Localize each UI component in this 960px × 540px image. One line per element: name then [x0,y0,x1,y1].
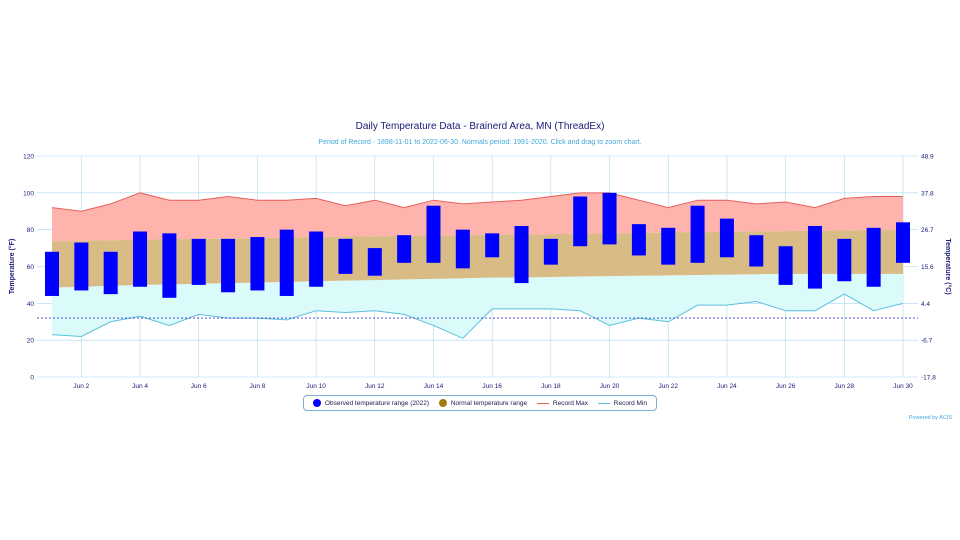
y-tick-label: 120 [23,154,34,161]
observed-bar [719,218,734,258]
chart-subtitle: Period of Record - 1898-11-01 to 2022-06… [318,139,642,146]
x-tick-label: Jun 10 [306,383,326,390]
x-tick-label: Jun 24 [717,383,737,390]
legend-label-observed: Observed temperature range (2022) [324,399,429,407]
observed-bar [602,192,617,245]
y-right-tick-label: -6.7 [921,338,933,345]
observed-bar [631,224,646,256]
credit-link[interactable]: Powered by ACIS [908,415,952,421]
legend-item-record-max[interactable]: Record Max [536,399,588,407]
y-tick-label: 40 [27,301,35,308]
y-right-axis-label: Temperature (°C) [944,238,952,294]
x-tick-label: Jun 30 [893,383,913,390]
legend-label-normal: Normal temperature range [450,399,528,407]
observed-bar [543,238,558,265]
observed-bar [573,196,588,247]
x-tick-label: Jun 16 [482,383,502,390]
observed-dot-icon [312,399,321,407]
observed-bar [279,229,294,296]
observed-bar [778,246,793,285]
observed-bar [807,225,822,289]
x-tick-label: Jun 8 [249,383,265,390]
y-axis-label: Temperature (°F) [8,239,16,295]
observed-bar [661,227,676,265]
observed-bar [455,229,470,269]
observed-bar [221,238,236,293]
observed-bar [749,235,764,267]
legend-item-observed[interactable]: Observed temperature range (2022) [312,399,429,407]
record-max-line-icon [536,402,549,404]
record-high-fill [52,192,903,242]
x-tick-label: Jun 2 [73,383,89,390]
area-layer [37,192,918,339]
record-low-fill [52,273,903,339]
observed-bar [837,238,852,282]
legend-label-record-min: Record Min [613,399,648,407]
observed-bar [309,231,324,287]
y-tick-label: 20 [27,338,35,345]
chart-legend: Observed temperature range (2022) Normal… [303,395,657,411]
chart-title: Daily Temperature Data - Brainerd Area, … [355,121,605,132]
observed-bar [191,238,206,285]
observed-bar [485,233,500,258]
observed-bar [338,238,353,274]
observed-bar [426,205,441,263]
x-tick-label: Jun 18 [541,383,561,390]
legend-label-record-max: Record Max [552,399,588,407]
observed-bar [162,233,177,298]
legend-item-record-min[interactable]: Record Min [597,399,648,407]
x-tick-label: Jun 20 [600,383,620,390]
x-tick-label: Jun 14 [424,383,444,390]
y-right-tick-label: 48.9 [921,154,934,161]
y-right-tick-label: 26.7 [921,227,934,234]
observed-bar [690,205,705,263]
y-right-tick-label: 4.4 [921,301,930,308]
observed-bars [45,192,910,298]
y-tick-label: 60 [27,264,35,271]
observed-bar [866,227,881,287]
x-tick-label: Jun 28 [835,383,855,390]
y-tick-label: 0 [30,375,34,382]
x-tick-label: Jun 12 [365,383,385,390]
x-tick-label: Jun 6 [191,383,207,390]
observed-bar [896,222,910,263]
observed-bar [45,251,59,296]
observed-bar [514,225,529,284]
y-right-tick-label: -17.8 [921,375,936,382]
x-tick-label: Jun 4 [132,383,148,390]
record-min-line [51,293,904,339]
observed-bar [367,248,382,276]
y-right-tick-label: 15.6 [921,264,934,271]
y-right-tick-label: 37.8 [921,190,934,197]
normal-dot-icon [438,399,447,407]
y-tick-label: 100 [23,190,34,197]
record-min-line-icon [597,402,610,404]
observed-bar [250,237,265,291]
record-max-line [51,192,903,212]
legend-item-normal[interactable]: Normal temperature range [438,399,528,407]
axis-layer: 0 -17.8 20 -6.7 40 4.4 60 15.6 80 26.7 100 37.8 120 4… [8,154,952,391]
y-tick-label: 80 [27,227,35,234]
x-tick-label: Jun 26 [776,383,796,390]
observed-bar [397,235,412,263]
observed-bar [133,231,148,287]
observed-bar [74,242,89,291]
observed-bar [103,251,118,295]
normal-range-band [52,229,903,288]
x-tick-label: Jun 22 [658,383,678,390]
